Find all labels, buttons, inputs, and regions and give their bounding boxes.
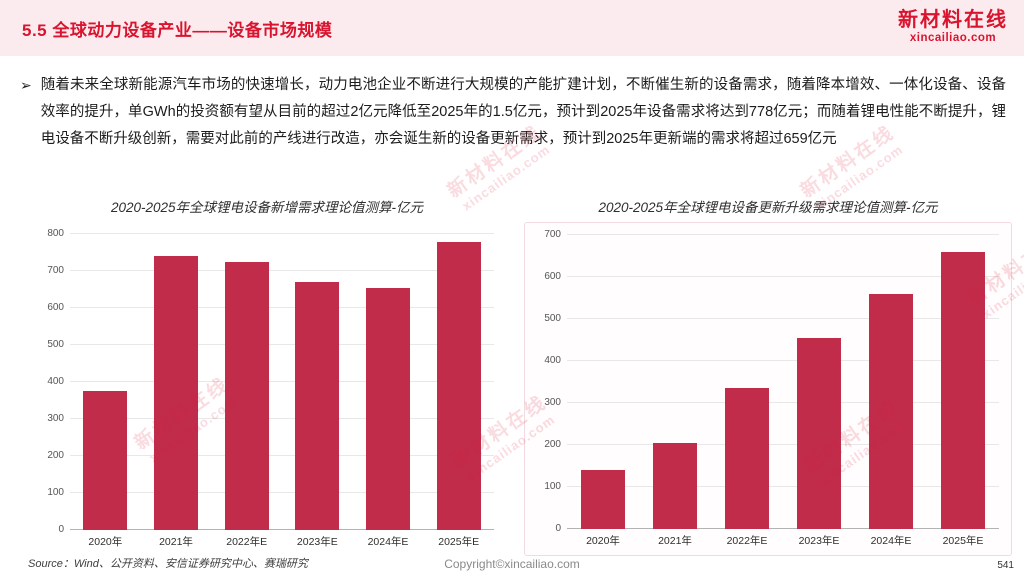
bar	[295, 282, 340, 530]
bar-column	[282, 234, 353, 530]
y-axis-tick: 0	[58, 524, 64, 535]
bar-column	[639, 235, 711, 529]
bar-column	[141, 234, 212, 530]
bar-column	[927, 235, 999, 529]
y-axis-tick: 600	[47, 302, 64, 313]
y-axis-tick: 100	[47, 487, 64, 498]
gridline	[567, 402, 999, 403]
gridline	[70, 307, 494, 308]
x-axis-label: 2025年E	[438, 535, 480, 548]
y-axis-tick: 100	[544, 481, 561, 492]
bar-column	[423, 234, 494, 530]
bullet-arrow-icon: ➢	[20, 77, 32, 93]
y-axis-tick: 800	[47, 228, 64, 239]
bar-column	[711, 235, 783, 529]
chart-block-upgrade-demand: 2020-2025年全球锂电设备更新升级需求理论值测算-亿元 0 100 200 30…	[524, 196, 1012, 556]
bar-chart-upgrade-demand: 0 100 200 300 400 500 600 700 2020年 2021年 2022年E 2…	[524, 222, 1012, 556]
bars-group	[567, 235, 999, 529]
gridline	[70, 529, 494, 530]
gridline	[567, 318, 999, 319]
bar	[436, 242, 481, 530]
gridline	[70, 233, 494, 234]
bar	[224, 261, 269, 530]
body-paragraph-text: 随着未来全球新能源汽车市场的快速增长，动力电池企业不断进行大规模的产能扩建计划，…	[40, 77, 1006, 147]
bar-column	[855, 235, 927, 529]
bar	[366, 287, 410, 530]
bar	[868, 293, 914, 529]
bar	[940, 252, 986, 529]
bar-column	[567, 235, 639, 529]
header-band: 5.5 全球动力设备产业——设备市场规模 新材料在线 xincailiao.co…	[0, 0, 1024, 56]
y-axis-tick: 300	[47, 413, 64, 424]
gridline	[567, 486, 999, 487]
y-axis-tick: 0	[555, 523, 561, 534]
x-axis-labels: 2020年 2021年 2022年E 2023年E 2024年E 2025年E	[70, 530, 494, 552]
gridline	[70, 381, 494, 382]
bar	[580, 470, 626, 529]
gridline	[70, 418, 494, 419]
page-title: 5.5 全球动力设备产业——设备市场规模	[22, 21, 333, 40]
x-axis-label: 2020年	[88, 535, 123, 548]
bar	[796, 337, 842, 529]
x-axis-label: 2022年E	[726, 534, 768, 547]
bars-group	[70, 234, 494, 530]
y-axis-tick: 500	[47, 339, 64, 350]
body-paragraph-block: ➢ 随着未来全球新能源汽车市场的快速增长，动力电池企业不断进行大规模的产能扩建计…	[20, 72, 1006, 153]
y-axis-tick: 400	[544, 355, 561, 366]
x-axis-label: 2024年E	[870, 534, 912, 547]
x-axis-label: 2023年E	[798, 534, 840, 547]
brand-logo-name: 新材料在线	[898, 9, 1008, 31]
x-axis-label: 2025年E	[942, 534, 984, 547]
y-axis-tick: 600	[544, 271, 561, 282]
gridline	[70, 344, 494, 345]
source-note: Source：Wind、公开资料、安信证券研究中心、赛瑞研究	[28, 558, 308, 570]
x-axis-label: 2021年	[658, 534, 692, 547]
bar-column	[353, 234, 424, 530]
x-axis-label: 2024年E	[367, 535, 409, 548]
gridline	[70, 492, 494, 493]
x-axis-labels: 2020年 2021年 2022年E 2023年E 2024年E 2025年E	[567, 529, 999, 551]
chart-title-upgrade-demand: 2020-2025年全球锂电设备更新升级需求理论值测算-亿元	[598, 200, 938, 215]
y-axis-tick: 200	[47, 450, 64, 461]
gridline	[567, 276, 999, 277]
x-axis-label: 2023年E	[296, 535, 338, 548]
y-axis-tick: 700	[544, 229, 561, 240]
plot-area: 0 100 200 300 400 500 600 700 800	[47, 229, 494, 535]
bar	[652, 442, 698, 529]
gridline	[567, 444, 999, 445]
gridline	[70, 455, 494, 456]
copyright-note: Copyright©xincailiao.com	[444, 557, 580, 571]
y-axis-tick: 500	[544, 313, 561, 324]
bar-chart-new-demand: 0 100 200 300 400 500 600 700 800 2020年 2021年 2022…	[28, 222, 506, 556]
chart-block-new-demand: 2020-2025年全球锂电设备新增需求理论值测算-亿元 0 100 200 300 4…	[28, 196, 506, 556]
gridline	[70, 270, 494, 271]
y-axis-tick: 700	[47, 265, 64, 276]
bar	[83, 391, 128, 530]
gridline	[567, 528, 999, 529]
x-axis-label: 2021年	[159, 535, 193, 548]
gridline	[567, 234, 999, 235]
x-axis-label: 2022年E	[226, 535, 268, 548]
plot-area: 0 100 200 300 400 500 600 700	[544, 230, 999, 534]
y-axis-tick: 300	[544, 397, 561, 408]
bar-column	[211, 234, 282, 530]
gridline	[567, 360, 999, 361]
brand-logo: 新材料在线 xincailiao.com	[898, 8, 1008, 44]
bar-column	[70, 234, 141, 530]
chart-title-new-demand: 2020-2025年全球锂电设备新增需求理论值测算-亿元	[110, 200, 424, 215]
brand-logo-domain: xincailiao.com	[909, 32, 997, 44]
page-number: 541	[997, 560, 1014, 571]
bar-column	[783, 235, 855, 529]
bar	[154, 256, 198, 530]
bar	[724, 388, 770, 529]
y-axis-tick: 400	[47, 376, 64, 387]
x-axis-label: 2020年	[586, 534, 620, 547]
y-axis-tick: 200	[544, 439, 561, 450]
